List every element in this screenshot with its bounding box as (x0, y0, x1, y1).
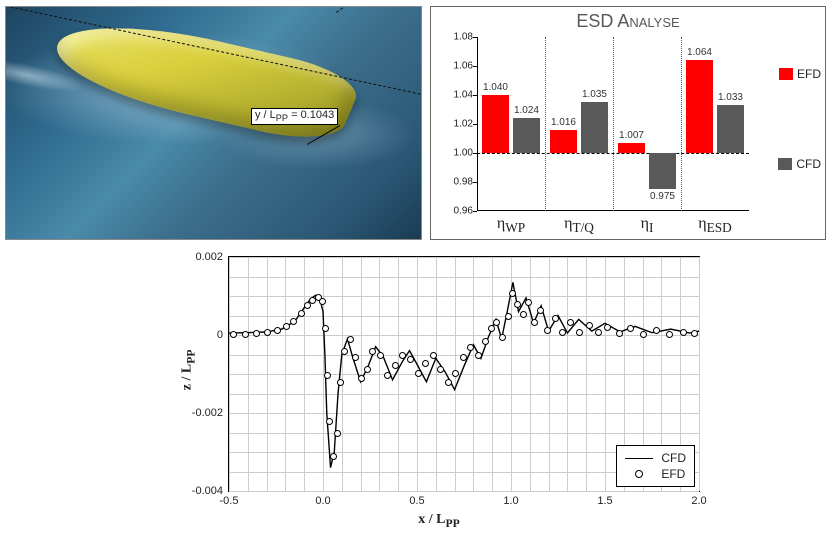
bar-cfd (649, 153, 676, 189)
cfd-render-panel: y / LPP = 0.1043 (5, 6, 422, 240)
efd-marker (230, 331, 237, 338)
bar-category-label: ηT/Q (545, 215, 613, 236)
bar-plot-area: 0.960.981.001.021.041.061.08ηWP1.0401.02… (477, 37, 749, 211)
x-tick-label: 1.5 (597, 495, 612, 507)
efd-marker (430, 352, 437, 359)
efd-marker (283, 323, 290, 330)
efd-marker (422, 360, 429, 367)
efd-marker (616, 330, 623, 337)
legend-label-cfd: CFD (796, 157, 821, 171)
efd-marker (242, 331, 249, 338)
efd-marker (392, 362, 399, 369)
efd-marker (324, 372, 331, 379)
efd-marker (544, 327, 551, 334)
efd-marker (567, 319, 574, 326)
bar-value-label: 1.035 (581, 89, 608, 100)
bar-category-label: ηESD (681, 215, 749, 236)
legend-text-efd: EFD (661, 467, 685, 481)
bar-efd (618, 143, 645, 153)
efd-marker (640, 331, 647, 338)
efd-marker (475, 352, 482, 359)
efd-marker (384, 372, 391, 379)
efd-marker (452, 370, 459, 377)
legend-swatch-cfd (778, 158, 792, 170)
bar-category-label: ηWP (477, 215, 545, 236)
efd-marker (680, 329, 687, 336)
x-tick-label: 1.0 (503, 495, 518, 507)
efd-marker (319, 298, 326, 305)
bar-ytick-label: 1.04 (454, 90, 473, 101)
x-tick-label: 0.0 (315, 495, 330, 507)
efd-marker (509, 290, 516, 297)
bar-efd (482, 95, 509, 153)
efd-marker (274, 327, 281, 334)
bar-value-label: 1.033 (717, 92, 744, 103)
legend-cfd: CFD (778, 157, 821, 171)
bar-ytick-label: 0.96 (454, 206, 473, 217)
bar-efd (686, 60, 713, 153)
y-tick-label: 0.002 (195, 251, 223, 263)
bar-value-label: 1.024 (513, 105, 540, 116)
efd-marker (298, 310, 305, 317)
scatter-x-label: x / LPP (164, 512, 714, 530)
bar-value-label: 1.064 (686, 47, 713, 58)
y-tick-label: 0 (217, 329, 223, 341)
bar-value-label: 1.040 (482, 82, 509, 93)
efd-marker (520, 311, 527, 318)
bar-ytick-label: 1.06 (454, 61, 473, 72)
legend-text-cfd: CFD (661, 451, 686, 465)
bar-efd (550, 130, 577, 153)
efd-marker (460, 354, 467, 361)
bar-ytick-label: 0.98 (454, 177, 473, 188)
bar-chart-panel: ESD Analyse 0.960.981.001.021.041.061.08… (430, 6, 826, 240)
bar-value-label: 1.007 (618, 130, 645, 141)
bar-ytick-label: 1.00 (454, 148, 473, 159)
wave-cut-chart-panel: z / LPP CFD EFD -0.50.00.51.01.52.0-0.00… (164, 248, 714, 532)
efd-marker (437, 366, 444, 373)
efd-marker (445, 379, 452, 386)
efd-marker (537, 307, 544, 314)
efd-marker (531, 319, 538, 326)
legend-line-icon (625, 458, 653, 459)
efd-marker (691, 330, 698, 337)
x-tick-label: 0.5 (409, 495, 424, 507)
efd-marker (377, 352, 384, 359)
efd-marker (586, 322, 593, 329)
efd-marker (488, 325, 495, 332)
bar-value-label: 1.016 (550, 117, 577, 128)
efd-marker (334, 430, 341, 437)
x-tick-label: 2.0 (691, 495, 706, 507)
efd-marker (253, 330, 260, 337)
bar-ytick-label: 1.08 (454, 32, 473, 43)
bar-category-label: ηI (613, 215, 681, 236)
legend-efd: EFD (779, 67, 821, 81)
bar-y-axis (477, 37, 478, 211)
bar-cfd (581, 102, 608, 153)
efd-marker (505, 313, 512, 320)
efd-marker (552, 315, 559, 322)
annotation-text: y / LPP = 0.1043 (255, 109, 334, 121)
bar-chart-title: ESD Analyse (431, 11, 825, 32)
scatter-y-label: z / LPP (168, 248, 209, 492)
y-tick-label: -0.004 (192, 485, 223, 497)
efd-marker (407, 356, 414, 363)
legend-swatch-efd (779, 68, 793, 80)
efd-marker (576, 329, 583, 336)
bar-ytick-label: 1.02 (454, 119, 473, 130)
legend-row-efd: EFD (625, 466, 686, 482)
bar-cfd (717, 105, 744, 153)
legend-label-efd: EFD (797, 67, 821, 81)
efd-marker (364, 366, 371, 373)
scatter-legend: CFD EFD (616, 445, 695, 487)
efd-marker (415, 370, 422, 377)
cut-plane-annotation: y / LPP = 0.1043 (251, 108, 338, 125)
bar-cfd (513, 118, 540, 153)
scatter-plot-area: CFD EFD -0.50.00.51.01.52.0-0.004-0.0020… (228, 256, 700, 492)
y-tick-label: -0.002 (192, 407, 223, 419)
bar-value-label: 0.975 (649, 191, 676, 202)
legend-circle-icon (625, 467, 653, 481)
legend-row-cfd: CFD (625, 450, 686, 466)
